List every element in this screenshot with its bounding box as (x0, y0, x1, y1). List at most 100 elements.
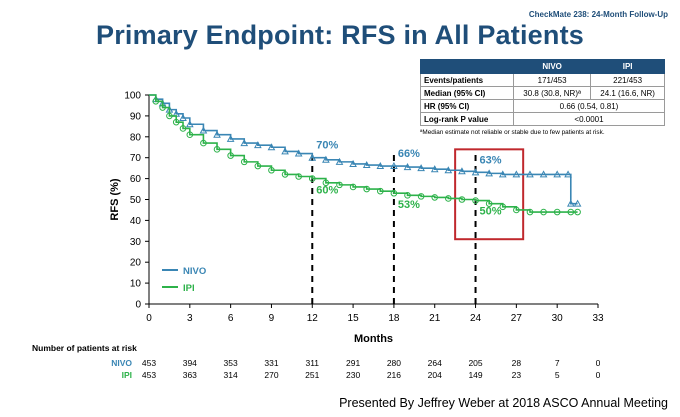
y-tick-label: 10 (130, 279, 142, 290)
annotation-ipi: 50% (480, 206, 502, 218)
censor-mark-nivo (458, 167, 466, 175)
censor-mark-ipi (567, 208, 575, 216)
x-tick-label: 24 (470, 313, 482, 324)
y-axis-label: RFS (%) (109, 178, 121, 221)
censor-mark-nivo (403, 163, 412, 171)
at-risk-value: 270 (264, 370, 278, 380)
y-tick-label: 90 (130, 111, 142, 122)
censor-mark-nivo (179, 113, 187, 121)
censor-mark-ipi (485, 200, 493, 207)
censor-mark-ipi (152, 97, 160, 105)
censor-mark-ipi (377, 187, 384, 195)
at-risk-value: 0 (596, 358, 601, 368)
table-header-blank (420, 59, 514, 74)
table-header-ipi: IPI (590, 59, 665, 74)
annotation-nivo: 66% (398, 148, 420, 160)
highlight-box (454, 148, 525, 241)
censor-mark-nivo (213, 130, 221, 138)
censor-mark-ipi (213, 146, 221, 153)
censor-mark-ipi (227, 152, 234, 159)
series-line-nivo (149, 94, 578, 205)
stats-table: NIVO IPI Events/patients 171/453 221/453… (420, 59, 665, 136)
x-tick-label: 0 (146, 313, 152, 324)
x-tick-label: 6 (228, 313, 234, 324)
censor-mark-ipi (458, 196, 466, 203)
x-tick-label: 12 (307, 313, 319, 324)
at-risk-value: 353 (224, 358, 238, 368)
censor-mark-nivo (281, 147, 289, 155)
at-risk-value: 251 (305, 370, 319, 380)
censor-mark-ipi (200, 139, 207, 147)
x-tick-label: 15 (348, 313, 360, 324)
censor-mark-ipi (349, 183, 357, 191)
censor-mark-nivo (376, 162, 385, 170)
censor-mark-ipi (513, 206, 520, 214)
at-risk-value: 149 (468, 370, 482, 380)
at-risk-value: 230 (346, 370, 360, 380)
at-risk-value: 28 (512, 358, 522, 368)
at-risk-value: 7 (555, 358, 560, 368)
censor-mark-ipi (308, 175, 316, 182)
at-risk-value: 216 (387, 370, 401, 380)
x-axis-label: Months (354, 333, 393, 345)
at-risk-row-label: IPI (122, 370, 132, 380)
censor-mark-nivo (185, 120, 194, 128)
censor-mark-ipi (526, 208, 534, 216)
y-tick-label: 100 (124, 91, 141, 102)
censor-mark-nivo (362, 160, 371, 169)
censor-mark-ipi (268, 166, 275, 174)
at-risk-value: 453 (142, 358, 156, 368)
y-tick-label: 80 (130, 132, 142, 143)
x-tick-label: 3 (187, 313, 193, 324)
y-tick-label: 70 (130, 153, 142, 164)
censor-mark-ipi (540, 208, 547, 216)
at-risk-value: 291 (346, 358, 360, 368)
at-risk-value: 453 (142, 370, 156, 380)
at-risk-value: 0 (596, 370, 601, 380)
at-risk-value: 394 (183, 358, 197, 368)
y-tick-label: 0 (135, 300, 141, 311)
at-risk-value: 204 (428, 370, 442, 380)
censor-mark-ipi (445, 195, 452, 202)
annotation-ipi: 53% (398, 199, 420, 211)
y-tick-label: 40 (130, 216, 142, 227)
censor-mark-ipi (499, 203, 507, 211)
censor-mark-nivo (553, 170, 562, 178)
at-risk-value: 280 (387, 358, 401, 368)
censor-mark-nivo (254, 141, 262, 149)
annotation-nivo: 63% (480, 154, 502, 166)
censor-mark-nivo (417, 164, 425, 172)
censor-mark-ipi (322, 179, 330, 187)
x-tick-label: 18 (388, 313, 400, 324)
annotation-ipi: 60% (316, 185, 338, 197)
series-line-ipi (149, 94, 578, 213)
at-risk-value: 363 (183, 370, 197, 380)
at-risk-value: 311 (305, 358, 319, 368)
censor-mark-ipi (186, 131, 194, 139)
footer-credit: Presented By Jeffrey Weber at 2018 ASCO … (339, 396, 668, 410)
censor-mark-nivo (226, 134, 235, 142)
censor-mark-ipi (281, 171, 289, 178)
at-risk-title: Number of patients at risk (32, 343, 137, 353)
table-row: Log-rank P value <0.0001 (420, 112, 665, 126)
table-header-row: NIVO IPI (420, 59, 665, 74)
censor-mark-nivo (199, 126, 208, 134)
censor-mark-nivo (444, 166, 453, 174)
table-cell-combined: <0.0001 (513, 112, 665, 126)
censor-mark-ipi (172, 118, 180, 126)
at-risk-row-label: NIVO (111, 358, 132, 368)
y-tick-label: 30 (130, 237, 142, 248)
x-tick-label: 33 (592, 313, 604, 324)
censor-mark-ipi (295, 173, 302, 180)
x-tick-label: 30 (552, 313, 564, 324)
censor-mark-nivo (430, 165, 439, 173)
censor-mark-ipi (240, 158, 248, 166)
censor-mark-nivo (349, 159, 357, 167)
censor-mark-ipi (417, 193, 425, 200)
table-footnote: ªMedian estimate not reliable or stable … (420, 129, 605, 136)
at-risk-value: 205 (468, 358, 482, 368)
legend-label-nivo: NIVO (183, 266, 206, 277)
at-risk-value: 264 (428, 358, 442, 368)
table-row-label: Log-rank P value (420, 112, 514, 126)
